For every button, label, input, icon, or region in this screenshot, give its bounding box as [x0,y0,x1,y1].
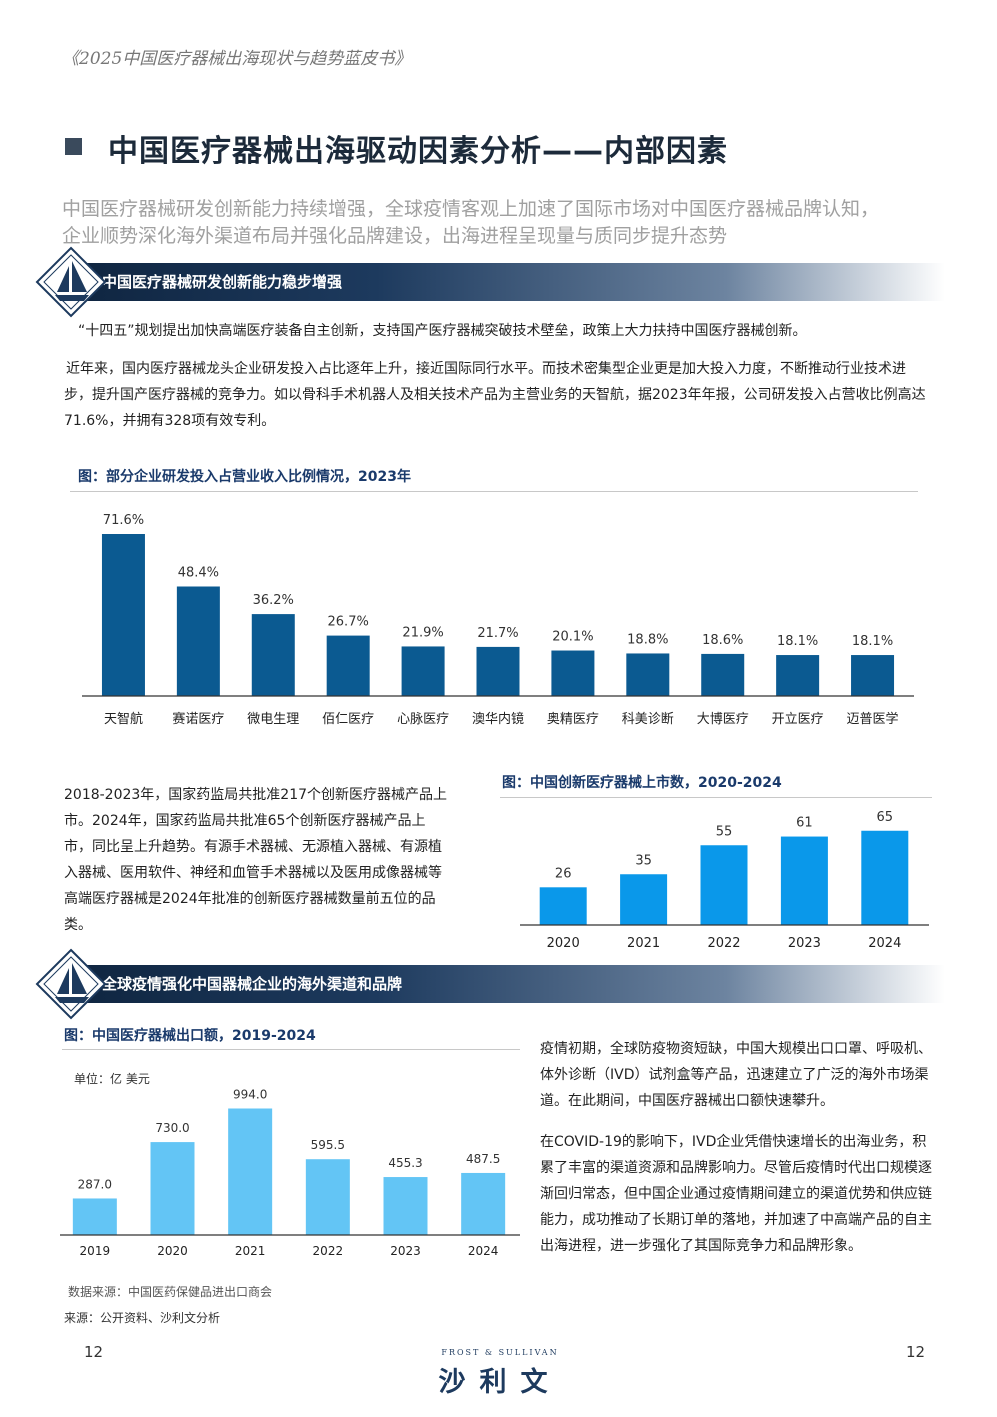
data-source: 数据来源：中国医药保健品进出口商会 [68,1285,273,1299]
logo-english: FROST & SULLIVAN [441,1348,559,1357]
data-label: 36.2% [253,593,294,608]
paragraph-policy: “十四五”规划提出加快高端医疗装备自主创新，支持国产医疗器械突破技术壁垒，政策上… [78,323,807,339]
bar-微电生理 [251,614,295,696]
chart-unit-label: 单位：亿 美元 [74,1072,150,1086]
data-label: 18.8% [627,632,668,647]
category-label: 2022 [707,936,740,951]
bar-2024 [861,830,909,925]
figure-divider [500,797,932,798]
bar-开立医疗 [776,655,820,696]
bar-佰仁医疗 [326,635,370,696]
data-label: 26.7% [328,615,369,630]
data-label: 487.5 [466,1152,500,1166]
figure-divider [62,1049,520,1050]
category-label: 微电生理 [247,712,299,727]
category-label: 2019 [80,1244,111,1258]
data-label: 287.0 [78,1177,112,1191]
bar-大博医疗 [701,653,745,696]
subtitle-line-1: 中国医疗器械研发创新能力持续增强，全球疫情客观上加速了国际市场对中国医疗器械品牌… [62,198,880,220]
data-label: 21.7% [477,626,518,641]
page-number-right: 12 [906,1343,926,1361]
page-title: 中国医疗器械出海驱动因素分析——内部因素 [108,134,728,169]
section-banner-rnd: 中国医疗器械研发创新能力稳步增强 [70,263,945,301]
bar-2023 [383,1177,428,1235]
subtitle-line-2: 企业顺势深化海外渠道布局并强化品牌建设，出海进程呈现量与质同步提升态势 [62,225,728,247]
category-label: 2021 [235,1244,266,1258]
category-label: 2022 [313,1244,344,1258]
figure-divider [70,491,918,492]
section-banner-overseas: 全球疫情强化中国器械企业的海外渠道和品牌 [70,965,945,1003]
figure-title-rnd-ratio: 图：部分企业研发投入占营业收入比例情况，2023年 [78,469,411,485]
bar-心脉医疗 [401,646,445,696]
bar-2022 [305,1159,350,1235]
sailboat-icon [35,948,107,1020]
data-label: 18.1% [777,634,818,649]
category-label: 佰仁医疗 [322,712,374,727]
bar-奥精医疗 [551,650,595,696]
category-label: 2024 [468,1244,499,1258]
bar-澳华内镜 [476,646,520,696]
page-subtitle: 中国医疗器械研发创新能力持续增强，全球疫情客观上加速了国际市场对中国医疗器械品牌… [62,196,942,250]
category-label: 赛诺医疗 [172,711,224,727]
section-banner-rnd-label: 中国医疗器械研发创新能力稳步增强 [102,273,343,291]
category-label: 科美诊断 [622,712,674,727]
source-note: 来源：公开资料、沙利文分析 [64,1311,221,1325]
page-number-left: 12 [84,1343,104,1361]
category-label: 天智航 [104,711,143,727]
sailboat-icon [35,246,107,318]
data-label: 20.1% [552,630,593,645]
paragraph-pandemic-exports: 疫情初期，全球防疫物资短缺，中国大规模出口口罩、呼吸机、体外诊断（IVD）试剂盒… [540,1041,932,1109]
chart-rnd-ratio: 71.6% 天智航 48.4% 赛诺医疗 36.2% 微电生理 26.7% 佰仁医疗 21.9%… [82,513,914,727]
bar-天智航 [101,534,145,696]
data-label: 18.1% [852,634,893,649]
chart-exports: 287.0 2019 730.0 2020 994.0 2021 595.5 2022 455.… [60,1088,520,1258]
data-label: 455.3 [388,1156,422,1170]
bar-迈普医学 [851,655,895,696]
data-label: 71.6% [103,513,144,528]
bar-2020 [539,887,587,925]
category-label: 大博医疗 [697,712,749,727]
data-label: 48.4% [178,565,219,580]
figure-title-exports: 图：中国医疗器械出口额，2019-2024 [64,1028,316,1044]
category-label: 2023 [788,936,821,951]
data-label: 35 [635,853,652,868]
category-label: 开立医疗 [772,712,824,727]
data-label: 994.0 [233,1088,267,1101]
bar-2020 [150,1142,195,1235]
bar-科美诊断 [626,653,670,696]
bar-2021 [620,874,668,925]
chart-innovative-devices: 26 2020 35 2021 55 2022 61 2023 65 2024 [520,810,929,951]
paragraph-ivd-brand: 在COVID-19的影响下，IVD企业凭借快速增长的出海业务，积累了丰富的渠道资… [540,1134,932,1254]
category-label: 澳华内镜 [472,711,524,727]
data-label: 595.5 [311,1138,345,1152]
bar-2023 [780,836,828,925]
category-label: 2020 [157,1244,188,1258]
bar-2021 [228,1108,273,1235]
data-label: 730.0 [155,1121,189,1135]
paragraph-rnd-investment: 近年来，国内医疗器械龙头企业研发投入占比逐年上升，接近国际同行水平。而技术密集型… [64,361,926,429]
section-banner-overseas-label: 全球疫情强化中国器械企业的海外渠道和品牌 [102,975,403,993]
document-header: 《2025中国医疗器械出海现状与趋势蓝皮书》 [62,49,412,69]
bar-2024 [461,1172,506,1235]
bar-2019 [72,1198,117,1235]
category-label: 奥精医疗 [547,712,599,727]
category-label: 2021 [627,936,660,951]
bar-赛诺医疗 [176,586,220,696]
bar-2022 [700,845,748,925]
data-label: 26 [555,866,572,881]
data-label: 55 [716,824,733,839]
paragraph-innovative-approvals: 2018-2023年，国家药监局共批准217个创新医疗器械产品上市。2024年，… [64,787,448,933]
category-label: 2020 [547,936,580,951]
figure-title-innovative-devices: 图：中国创新医疗器械上市数，2020-2024 [502,775,782,791]
category-label: 迈普医学 [847,711,899,727]
category-label: 2024 [868,936,901,951]
data-label: 18.6% [702,633,743,648]
category-label: 心脉医疗 [397,712,449,727]
data-label: 61 [796,816,813,831]
title-bullet-icon [65,138,82,155]
category-label: 2023 [390,1244,421,1258]
data-label: 65 [877,810,894,825]
data-label: 21.9% [402,625,443,640]
logo-chinese: 沙利文 [438,1367,562,1398]
